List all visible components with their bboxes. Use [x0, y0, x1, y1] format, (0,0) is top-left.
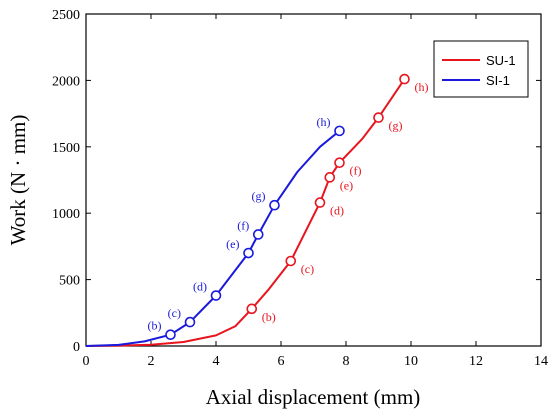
marker-si-1-f	[252, 229, 264, 240]
legend-label-si-1: SI-1	[486, 73, 510, 88]
series-line-su-1	[85, 78, 406, 347]
legend-label-su-1: SU-1	[486, 53, 516, 68]
point-label-si-1-b: (b)	[148, 319, 162, 333]
marker-su-1-d	[314, 197, 326, 208]
point-label-si-1-f: (f)	[237, 218, 249, 232]
x-tick-label: 4	[213, 354, 220, 369]
x-tick-label: 10	[404, 354, 418, 369]
axis-ticks: 0 2 4 6 8 10 12 14 0 500 1000 1500 2000 2500	[52, 8, 548, 369]
marker-su-1-b	[246, 303, 258, 315]
point-label-si-1-e: (e)	[226, 237, 239, 251]
x-tick-label: 8	[343, 354, 350, 369]
x-tick-label: 6	[278, 354, 285, 369]
point-label-si-1-h: (h)	[317, 115, 331, 129]
y-tick-label: 500	[59, 274, 80, 289]
x-tick-label: 0	[83, 354, 90, 369]
point-label-su-1-g: (g)	[389, 119, 403, 133]
point-label-su-1-h: (h)	[415, 80, 429, 94]
series-markers	[165, 73, 410, 341]
y-tick-label: 2500	[52, 8, 80, 23]
legend-box	[433, 40, 529, 98]
legend: SU-1 SI-1	[433, 40, 529, 98]
point-label-si-1-d: (d)	[193, 280, 207, 294]
y-tick-label: 0	[73, 340, 80, 355]
y-tick-label: 2000	[52, 74, 80, 89]
point-label-su-1-d: (d)	[330, 204, 344, 218]
marker-su-1-h	[399, 73, 410, 85]
point-labels: (b)(c)(d)(e)(f)(g)(h)(b)(c)(d)(e)(f)(g)(…	[148, 80, 429, 333]
point-label-su-1-c: (c)	[301, 262, 314, 276]
marker-su-1-c	[285, 255, 297, 267]
y-tick-label: 1500	[52, 141, 80, 156]
y-axis-title: Work (N · mm)	[6, 115, 30, 246]
point-label-su-1-f: (f)	[350, 164, 362, 178]
marker-su-1-g	[373, 112, 384, 123]
point-label-su-1-b: (b)	[262, 310, 276, 324]
x-tick-label: 14	[534, 354, 548, 369]
point-label-si-1-c: (c)	[168, 306, 181, 320]
point-label-si-1-g: (g)	[252, 189, 266, 203]
series-line-si-1	[85, 130, 341, 347]
marker-si-1-d	[210, 290, 222, 301]
point-label-su-1-e: (e)	[340, 178, 353, 192]
marker-su-1-e	[324, 172, 336, 183]
marker-su-1-f	[334, 157, 345, 169]
x-tick-label: 2	[148, 354, 155, 369]
x-axis-title: Axial displacement (mm)	[206, 385, 421, 409]
marker-si-1-e	[243, 247, 254, 259]
y-tick-label: 1000	[52, 207, 80, 222]
series-curves	[85, 78, 406, 347]
marker-si-1-g	[269, 199, 280, 211]
x-tick-label: 12	[469, 354, 483, 369]
marker-si-1-h	[334, 125, 345, 137]
marker-si-1-c	[184, 316, 196, 328]
marker-si-1-b	[165, 329, 176, 341]
